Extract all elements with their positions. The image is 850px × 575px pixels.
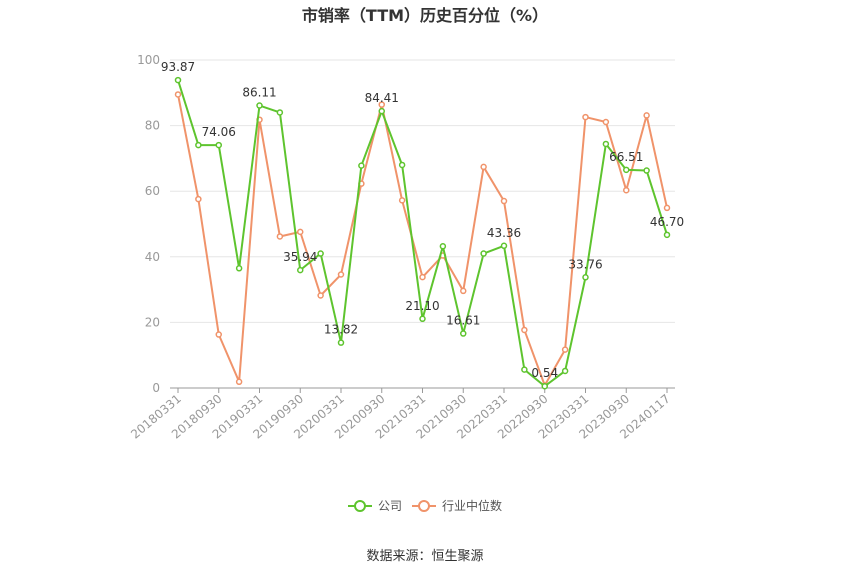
data-point[interactable] — [419, 273, 426, 281]
axes: 0204060801002018033120180930201903312019… — [128, 53, 675, 442]
data-labels: 93.87 74.06 86.11 35.94 13.82 84.41 21.10 16.61… — [161, 60, 684, 380]
series-layer — [174, 76, 671, 390]
legend-item-1[interactable]: 行业中位数 — [412, 498, 502, 513]
data-point[interactable] — [317, 250, 324, 257]
data-point[interactable] — [215, 331, 222, 338]
data-label: 35.94 — [283, 250, 317, 264]
data-point[interactable] — [337, 271, 345, 278]
legend-marker — [354, 500, 366, 512]
data-label: 16.61 — [446, 314, 480, 328]
data-point[interactable] — [317, 292, 324, 299]
legend-label: 行业中位数 — [442, 498, 502, 513]
data-point[interactable] — [623, 186, 630, 194]
legend[interactable]: 公司 行业中位数 — [348, 498, 502, 513]
data-label: 84.41 — [365, 91, 399, 105]
data-point[interactable] — [663, 204, 671, 212]
legend-label: 公司 — [378, 499, 402, 513]
legend-marker — [418, 500, 430, 512]
data-point[interactable] — [276, 233, 284, 240]
data-point[interactable] — [602, 118, 610, 126]
data-point[interactable] — [378, 107, 385, 115]
chart-source: 数据来源：恒生聚源 — [366, 549, 483, 564]
data-label: 0.54 — [531, 366, 558, 380]
data-label: 74.06 — [202, 125, 236, 139]
data-point[interactable] — [174, 91, 182, 98]
data-label: 93.87 — [161, 60, 195, 74]
data-label: 21.10 — [405, 299, 439, 313]
data-label: 13.82 — [324, 323, 358, 337]
series-line-1 — [177, 94, 668, 387]
data-point[interactable] — [623, 166, 630, 174]
data-point[interactable] — [174, 76, 182, 84]
data-point[interactable] — [561, 346, 569, 353]
legend-item-0[interactable]: 公司 — [348, 499, 402, 513]
data-point[interactable] — [480, 250, 487, 257]
data-point[interactable] — [500, 242, 508, 250]
data-point[interactable] — [195, 195, 202, 203]
y-tick-label: 40 — [145, 250, 160, 264]
y-tick-label: 20 — [145, 315, 160, 329]
data-point[interactable] — [439, 243, 447, 250]
data-label: 46.70 — [650, 215, 684, 229]
data-point[interactable] — [582, 274, 589, 281]
data-point[interactable] — [195, 141, 202, 149]
data-point[interactable] — [460, 330, 467, 337]
data-point[interactable] — [378, 101, 385, 108]
chart-title: 市销率（TTM）历史百分位（%） — [302, 6, 548, 25]
data-point[interactable] — [235, 265, 243, 272]
data-point[interactable] — [358, 162, 365, 169]
data-point[interactable] — [561, 367, 569, 375]
data-point[interactable] — [337, 339, 345, 346]
y-tick-label: 100 — [137, 53, 160, 67]
data-point[interactable] — [521, 326, 528, 334]
data-point[interactable] — [643, 112, 650, 119]
data-point[interactable] — [215, 141, 222, 149]
data-label: 66.51 — [609, 150, 643, 164]
data-point[interactable] — [297, 266, 304, 274]
data-point[interactable] — [521, 366, 528, 373]
data-point[interactable] — [643, 167, 650, 174]
data-point[interactable] — [582, 113, 589, 121]
data-point[interactable] — [602, 140, 610, 148]
data-point[interactable] — [480, 163, 487, 171]
y-tick-label: 80 — [145, 119, 160, 133]
y-tick-label: 60 — [145, 184, 160, 198]
data-point[interactable] — [398, 161, 406, 169]
data-label: 86.11 — [242, 86, 276, 100]
data-label: 33.76 — [568, 257, 602, 271]
data-point[interactable] — [235, 378, 243, 386]
data-point[interactable] — [256, 102, 263, 109]
data-point[interactable] — [460, 287, 467, 295]
data-point[interactable] — [500, 197, 508, 205]
data-point[interactable] — [541, 382, 548, 390]
data-point[interactable] — [663, 231, 671, 239]
data-point[interactable] — [297, 228, 304, 236]
y-tick-label: 0 — [152, 381, 160, 395]
data-label: 43.36 — [487, 226, 521, 240]
data-point[interactable] — [398, 197, 406, 204]
data-point[interactable] — [419, 315, 426, 323]
data-point[interactable] — [276, 109, 284, 116]
